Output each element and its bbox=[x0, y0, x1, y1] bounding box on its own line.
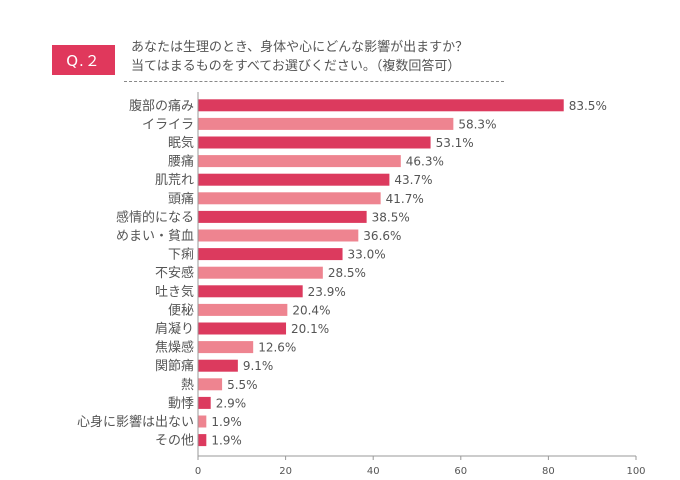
data-label: 9.1% bbox=[243, 359, 274, 373]
question-text: あなたは生理のとき、身体や心にどんな影響が出ますか？ 当てはまるものをすべてお選… bbox=[131, 38, 521, 76]
bar bbox=[198, 396, 211, 409]
category-label: 便秘 bbox=[168, 303, 194, 318]
category-label: 不安感 bbox=[155, 265, 194, 281]
data-label: 23.9% bbox=[308, 285, 346, 299]
category-label: 眠気 bbox=[168, 135, 194, 151]
bar bbox=[198, 378, 223, 391]
category-label: 熱 bbox=[181, 378, 194, 393]
x-tick-label: 100 bbox=[626, 466, 645, 477]
category-label: 頭痛 bbox=[168, 191, 194, 207]
bar bbox=[198, 322, 287, 335]
bar bbox=[198, 173, 390, 186]
bar bbox=[198, 303, 288, 316]
data-label: 36.6% bbox=[363, 229, 401, 243]
bar bbox=[198, 136, 431, 149]
category-label: 感情的になる bbox=[116, 209, 194, 225]
category-label: 心身に影響は出ない bbox=[77, 414, 194, 430]
data-label: 43.7% bbox=[394, 173, 432, 187]
category-label: 腹部の痛み bbox=[129, 98, 194, 114]
category-label: 肩凝り bbox=[155, 321, 194, 337]
bar bbox=[198, 341, 254, 354]
category-label: 下痢 bbox=[168, 247, 194, 263]
data-label: 58.3% bbox=[458, 117, 496, 131]
data-label: 5.5% bbox=[227, 378, 258, 392]
data-label: 33.0% bbox=[348, 248, 386, 262]
category-label: 動悸 bbox=[168, 396, 194, 411]
category-label: 腰痛 bbox=[168, 154, 194, 170]
category-label: 吐き気 bbox=[155, 284, 194, 300]
category-label: イライラ bbox=[142, 117, 194, 132]
data-label: 2.9% bbox=[216, 396, 247, 410]
bar bbox=[198, 266, 323, 279]
bar bbox=[198, 192, 381, 205]
category-label: 焦燥感 bbox=[155, 340, 194, 356]
bar bbox=[198, 210, 367, 223]
data-label: 1.9% bbox=[211, 415, 242, 429]
category-label: めまい・貧血 bbox=[116, 229, 194, 244]
data-label: 53.1% bbox=[436, 136, 474, 150]
data-label: 41.7% bbox=[386, 192, 424, 206]
x-tick-label: 20 bbox=[279, 466, 292, 477]
bar bbox=[198, 117, 454, 130]
x-tick-label: 60 bbox=[454, 466, 467, 477]
bar bbox=[198, 359, 238, 372]
x-tick-label: 40 bbox=[367, 466, 380, 477]
data-label: 20.1% bbox=[291, 322, 329, 336]
data-label: 38.5% bbox=[372, 210, 410, 224]
bar bbox=[198, 415, 207, 428]
data-label: 1.9% bbox=[211, 434, 242, 448]
question-line-2: 当てはまるものをすべてお選びください。（複数回答可） bbox=[131, 59, 461, 74]
header-divider bbox=[124, 81, 504, 82]
data-label: 46.3% bbox=[406, 155, 444, 169]
question-line-1: あなたは生理のとき、身体や心にどんな影響が出ますか？ bbox=[131, 40, 469, 55]
x-tick-label: 80 bbox=[542, 466, 555, 477]
bar bbox=[198, 285, 303, 298]
bar bbox=[198, 229, 359, 242]
bar bbox=[198, 155, 401, 168]
data-label: 83.5% bbox=[569, 99, 607, 113]
question-badge: Q.２ bbox=[52, 45, 115, 75]
data-label: 28.5% bbox=[328, 266, 366, 280]
bar bbox=[198, 99, 564, 112]
data-label: 12.6% bbox=[258, 341, 296, 355]
category-label: 肌荒れ bbox=[155, 173, 194, 188]
category-label: その他 bbox=[155, 434, 194, 449]
category-label: 関節痛 bbox=[155, 358, 194, 374]
x-tick-label: 0 bbox=[195, 466, 201, 477]
bar bbox=[198, 248, 343, 261]
data-label: 20.4% bbox=[292, 303, 330, 317]
bar bbox=[198, 434, 207, 447]
